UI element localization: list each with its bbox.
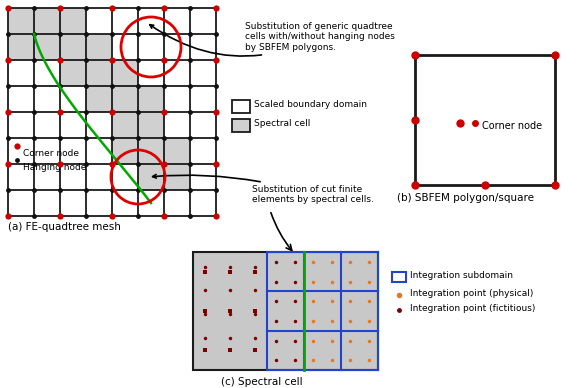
Bar (34, 34, 60, 60)
Bar (415, 55, 555, 185)
Bar (164, 138, 190, 164)
Bar (164, 164, 190, 190)
Bar (112, 138, 138, 164)
Bar (232, 119, 250, 132)
Bar (60, 8, 86, 34)
Bar (34, 8, 60, 34)
Text: Scaled boundary domain: Scaled boundary domain (254, 100, 367, 109)
Bar (112, 112, 138, 138)
Bar (232, 100, 250, 113)
Text: Corner node: Corner node (23, 149, 79, 158)
Bar (112, 60, 138, 86)
Bar (8, 34, 34, 60)
Text: Corner node: Corner node (482, 121, 542, 131)
Bar (8, 8, 34, 34)
Text: Hanging node: Hanging node (23, 163, 86, 172)
Bar (86, 34, 112, 60)
Text: (a) FE-quadtree mesh: (a) FE-quadtree mesh (8, 222, 121, 232)
Text: (b) SBFEM polygon/square: (b) SBFEM polygon/square (397, 193, 534, 203)
Text: Spectral cell: Spectral cell (254, 119, 310, 128)
Text: Substitution of cut finite
elements by spectral cells.: Substitution of cut finite elements by s… (152, 175, 374, 204)
Text: Integration subdomain: Integration subdomain (410, 271, 513, 280)
Bar (86, 86, 112, 112)
Bar (138, 164, 164, 190)
Bar (60, 60, 86, 86)
Bar (112, 86, 138, 112)
Text: Integration point (physical): Integration point (physical) (410, 289, 533, 298)
Text: (c) Spectral cell: (c) Spectral cell (221, 377, 303, 387)
Bar (392, 272, 406, 282)
Bar (138, 112, 164, 138)
Bar (138, 138, 164, 164)
Text: Integration point (fictitious): Integration point (fictitious) (410, 304, 535, 313)
Bar (138, 86, 164, 112)
Bar (86, 60, 112, 86)
Bar (60, 34, 86, 60)
Text: Substitution of generic quadtree
cells with/without hanging nodes
by SBFEM polyg: Substitution of generic quadtree cells w… (150, 22, 395, 56)
Bar (193, 252, 378, 370)
